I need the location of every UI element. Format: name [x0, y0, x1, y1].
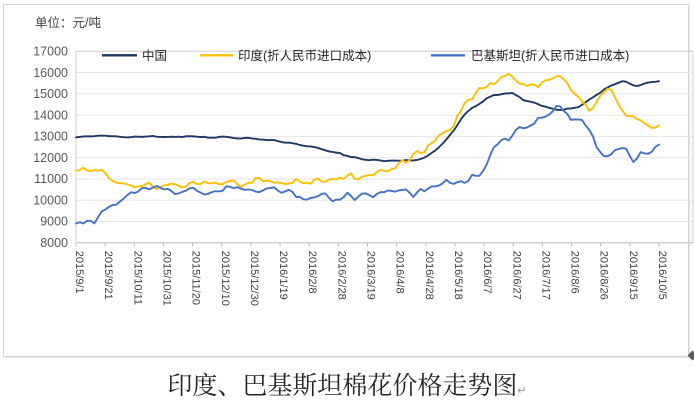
svg-text:2016/8/6: 2016/8/6	[569, 251, 581, 294]
svg-text:印度(折人民币进口成本): 印度(折人民币进口成本)	[238, 48, 371, 63]
svg-text:2016/1/19: 2016/1/19	[277, 251, 289, 300]
svg-text:2015/10/31: 2015/10/31	[160, 251, 172, 306]
svg-text:15000: 15000	[33, 87, 68, 101]
svg-text:2015/12/10: 2015/12/10	[219, 251, 231, 306]
svg-text:2015/11/20: 2015/11/20	[190, 251, 202, 305]
svg-text:2016/2/8: 2016/2/8	[306, 251, 318, 294]
svg-text:16000: 16000	[33, 66, 68, 80]
svg-text:2016/5/18: 2016/5/18	[452, 251, 464, 300]
svg-text:巴基斯坦(折人民币进口成本): 巴基斯坦(折人民币进口成本)	[471, 48, 629, 63]
svg-text:中国: 中国	[142, 48, 167, 63]
svg-text:13000: 13000	[33, 130, 68, 144]
svg-text:2016/6/7: 2016/6/7	[481, 251, 493, 294]
svg-text:2016/3/19: 2016/3/19	[365, 251, 377, 300]
svg-text:17000: 17000	[33, 44, 68, 58]
svg-text:2016/4/8: 2016/4/8	[394, 251, 406, 294]
svg-text:11000: 11000	[34, 172, 68, 186]
svg-text:2015/9/1: 2015/9/1	[73, 251, 85, 294]
svg-text:2016/10/5: 2016/10/5	[656, 251, 668, 300]
svg-text:2016/8/26: 2016/8/26	[598, 251, 610, 300]
svg-text:2015/10/11: 2015/10/11	[131, 251, 143, 305]
svg-text:8000: 8000	[40, 236, 68, 250]
svg-text:10000: 10000	[33, 193, 68, 207]
svg-text:12000: 12000	[33, 151, 68, 165]
svg-text:9000: 9000	[40, 215, 68, 229]
svg-text:14000: 14000	[33, 108, 68, 122]
svg-text:2015/12/30: 2015/12/30	[248, 251, 260, 306]
svg-text:2016/7/17: 2016/7/17	[539, 251, 551, 300]
svg-text:2016/6/27: 2016/6/27	[510, 251, 522, 300]
svg-text:2015/9/21: 2015/9/21	[102, 251, 114, 300]
svg-text:2016/4/28: 2016/4/28	[423, 251, 435, 300]
svg-text:2016/2/28: 2016/2/28	[335, 251, 347, 300]
svg-text:2016/9/15: 2016/9/15	[627, 251, 639, 300]
